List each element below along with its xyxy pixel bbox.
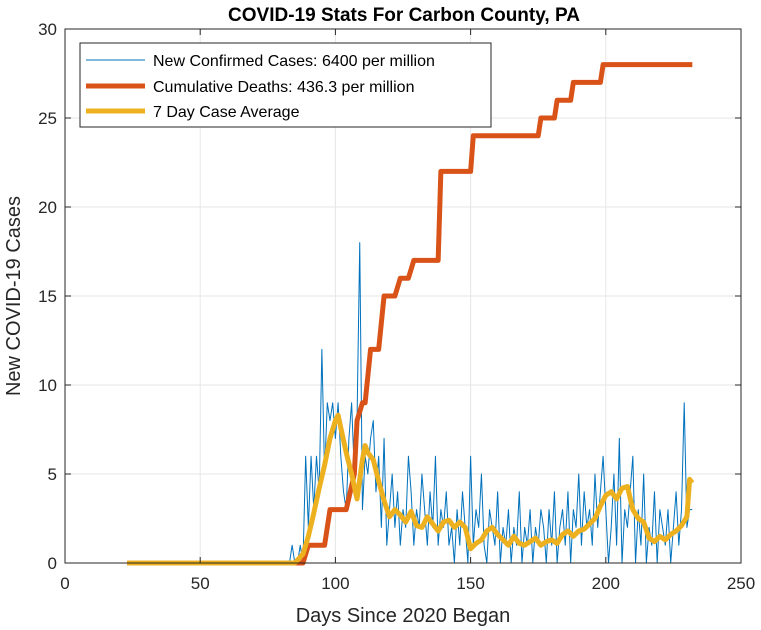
axes: 0 50 100 150 200 250 0 5 10 15 20 25 30 [38,20,755,593]
x-tick-label: 200 [592,574,620,593]
y-tick-label: 0 [48,554,57,573]
legend: New Confirmed Cases: 6400 per million Cu… [79,42,492,128]
y-tick-label: 15 [38,287,57,306]
y-tick-label: 5 [48,465,57,484]
legend-label-cumulative-deaths: Cumulative Deaths: 436.3 per million [153,79,414,96]
x-axis-label: Days Since 2020 Began [296,605,511,627]
y-tick-label: 20 [38,198,57,217]
y-tick-label: 10 [38,376,57,395]
series-line-cumulative-deaths [127,62,693,566]
x-tick-label: 100 [321,574,349,593]
legend-box [79,42,492,128]
y-tick-label: 25 [38,109,57,128]
series-line-seven-day-avg [127,412,695,566]
x-tick-label: 50 [191,574,210,593]
x-tick-label: 250 [727,574,755,593]
y-axis-label: New COVID-19 Cases [3,196,25,396]
y-tick-label: 30 [38,20,57,39]
x-tick-label: 150 [456,574,484,593]
legend-label-7-day-avg: 7 Day Case Average [153,104,300,121]
x-tick-label: 0 [60,574,69,593]
chart-title: COVID-19 Stats For Carbon County, PA [228,5,580,26]
legend-label-new-cases: New Confirmed Cases: 6400 per million [153,53,435,70]
